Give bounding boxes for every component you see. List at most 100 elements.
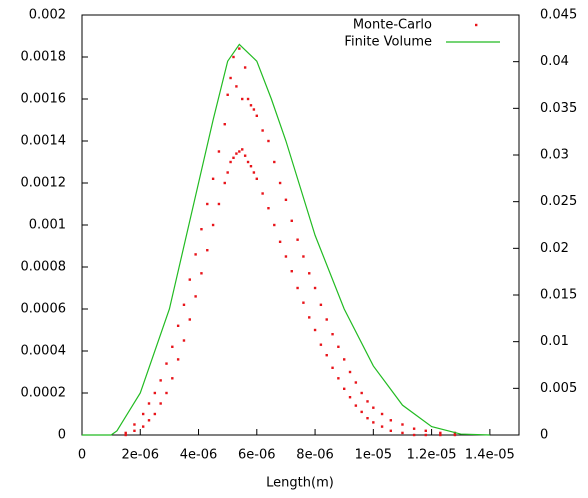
data-point bbox=[380, 412, 384, 416]
data-point bbox=[380, 425, 384, 428]
data-point bbox=[206, 202, 209, 206]
data-point bbox=[124, 433, 127, 437]
data-point bbox=[153, 412, 157, 416]
data-point bbox=[188, 278, 191, 281]
x-tick-label: 8e-06 bbox=[296, 448, 334, 463]
data-point bbox=[302, 301, 305, 304]
data-point bbox=[223, 123, 226, 126]
data-point bbox=[232, 55, 235, 59]
data-point bbox=[165, 391, 168, 395]
y2-tick-label: 0.025 bbox=[540, 194, 577, 209]
x-tick-label: 4e-06 bbox=[180, 448, 218, 463]
y-tick-label: 0.0014 bbox=[21, 134, 67, 149]
y2-tick-label: 0.02 bbox=[540, 241, 569, 256]
data-point bbox=[232, 156, 235, 159]
data-point bbox=[354, 381, 358, 384]
data-point bbox=[238, 47, 241, 50]
y2-tick-label: 0.005 bbox=[540, 381, 577, 396]
data-point bbox=[241, 148, 244, 151]
data-point bbox=[348, 396, 352, 399]
data-point bbox=[290, 219, 293, 222]
data-point bbox=[238, 150, 241, 153]
data-point bbox=[343, 358, 346, 361]
data-point bbox=[211, 177, 215, 180]
x-axis-label: Length(m) bbox=[266, 476, 334, 491]
data-point bbox=[194, 253, 197, 256]
data-point bbox=[308, 272, 311, 275]
data-point bbox=[319, 343, 323, 346]
data-point bbox=[372, 421, 375, 424]
data-point bbox=[439, 431, 442, 435]
data-point bbox=[147, 402, 151, 405]
y-tick-label: 0.0006 bbox=[21, 302, 67, 317]
legend-swatch bbox=[475, 23, 478, 27]
data-point bbox=[200, 228, 203, 231]
data-point bbox=[226, 93, 229, 96]
data-point bbox=[133, 429, 136, 432]
y2-tick-label: 0.035 bbox=[540, 101, 577, 116]
data-point bbox=[261, 192, 264, 195]
x-tick-label: 2e-06 bbox=[122, 448, 160, 463]
data-point bbox=[194, 295, 197, 298]
data-point bbox=[372, 406, 375, 409]
data-point bbox=[200, 272, 203, 275]
data-point bbox=[206, 249, 209, 252]
data-point bbox=[284, 198, 288, 201]
x-tick-label: 0 bbox=[78, 448, 86, 463]
data-point bbox=[255, 177, 258, 180]
data-point bbox=[337, 345, 340, 348]
data-point bbox=[252, 108, 256, 111]
y-tick-label: 0.0004 bbox=[21, 344, 67, 359]
y2-tick-label: 0.015 bbox=[540, 288, 577, 303]
y-tick-label: 0.0008 bbox=[21, 260, 67, 275]
data-point bbox=[229, 160, 232, 164]
data-point bbox=[255, 114, 258, 117]
legend-label: Monte-Carlo bbox=[353, 18, 432, 33]
data-point bbox=[141, 425, 145, 428]
data-point bbox=[243, 66, 247, 69]
data-point bbox=[229, 76, 232, 80]
data-point bbox=[325, 318, 328, 321]
data-point bbox=[360, 410, 363, 414]
x-tick-label: 1e-05 bbox=[355, 448, 393, 463]
data-point bbox=[401, 423, 404, 426]
data-point bbox=[343, 387, 346, 390]
data-point bbox=[267, 207, 270, 210]
data-point bbox=[176, 358, 180, 361]
data-point bbox=[325, 354, 328, 357]
data-point bbox=[124, 431, 127, 435]
x-tick-label: 6e-06 bbox=[238, 448, 276, 463]
data-point bbox=[319, 303, 323, 306]
data-point bbox=[176, 324, 180, 327]
data-point bbox=[313, 286, 317, 290]
data-point bbox=[366, 417, 369, 420]
data-point bbox=[133, 423, 136, 426]
y2-tick-label: 0.01 bbox=[540, 334, 569, 349]
data-point bbox=[273, 160, 276, 164]
data-point bbox=[249, 165, 253, 168]
data-point bbox=[235, 85, 238, 88]
data-point bbox=[141, 412, 145, 416]
data-point bbox=[246, 160, 250, 164]
data-point bbox=[182, 339, 186, 342]
data-point bbox=[360, 391, 363, 395]
data-point bbox=[235, 152, 238, 155]
y-tick-label: 0.001 bbox=[29, 218, 66, 233]
data-point bbox=[337, 377, 340, 380]
data-point bbox=[290, 270, 293, 273]
data-point bbox=[159, 379, 162, 382]
data-point bbox=[165, 362, 168, 365]
data-point bbox=[261, 129, 264, 132]
y2-tick-label: 0 bbox=[540, 428, 548, 443]
data-point bbox=[188, 318, 191, 321]
y-tick-label: 0.0012 bbox=[21, 176, 67, 191]
data-point bbox=[389, 419, 393, 422]
data-point bbox=[171, 377, 174, 380]
data-point bbox=[267, 139, 270, 143]
y-tick-label: 0.0018 bbox=[21, 50, 67, 65]
y2-tick-label: 0.045 bbox=[540, 8, 577, 23]
data-point bbox=[246, 97, 250, 101]
y2-tick-label: 0.03 bbox=[540, 148, 569, 163]
legend-label: Finite Volume bbox=[344, 35, 432, 50]
